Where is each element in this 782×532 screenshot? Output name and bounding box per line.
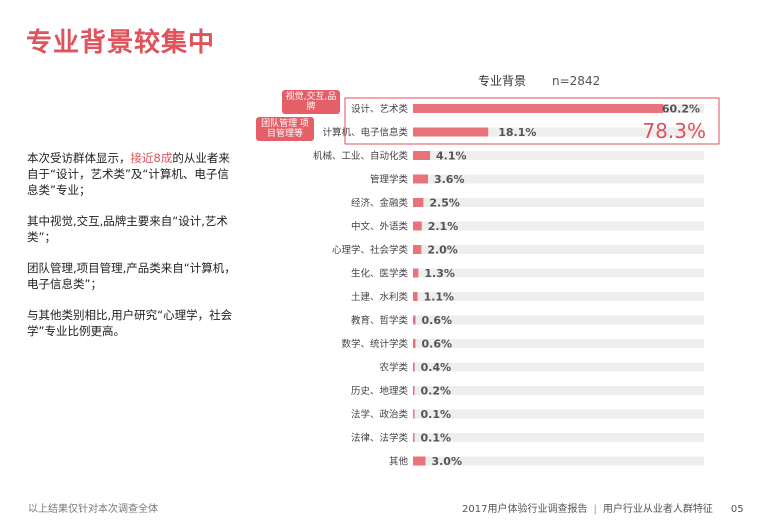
- bar: [413, 174, 428, 184]
- description-paragraph-4: 与其他类别相比,用户研究“心理学，社会学”专业比例更高。: [27, 308, 233, 338]
- bar-track: [413, 221, 704, 231]
- value-label: 4.1%: [436, 150, 467, 163]
- footer-report-title: 2017用户体验行业调查报告: [462, 504, 588, 515]
- bar: [413, 245, 422, 254]
- bar-track: [413, 409, 704, 419]
- value-label: 0.6%: [421, 338, 452, 351]
- page-title: 专业背景较集中: [26, 28, 216, 58]
- chart-header: 专业背景 n=2842: [478, 72, 600, 89]
- bar-track: [413, 292, 704, 301]
- description-paragraph-1: 本次受访群体显示，接近8成的从业者来自于“设计，艺术类”及“计算机、电子信息类”…: [27, 150, 237, 198]
- highlight-total: 78.3%: [642, 119, 706, 143]
- category-label: 经济、金融类: [351, 197, 409, 209]
- bar: [413, 198, 424, 207]
- chart-title: 专业背景: [478, 74, 527, 88]
- callout-design: 视觉,交互,品牌: [282, 90, 340, 114]
- value-label: 2.0%: [427, 244, 458, 257]
- page-number: 05: [730, 504, 744, 515]
- value-label: 0.2%: [421, 385, 452, 398]
- category-label: 教育、哲学类: [351, 315, 409, 327]
- highlight-text: 接近8成: [130, 151, 173, 165]
- description: 本次受访群体显示，接近8成的从业者来自于“设计，艺术类”及“计算机、电子信息类”…: [27, 150, 237, 354]
- category-label: 生化、医学类: [351, 268, 409, 280]
- value-label: 2.1%: [428, 220, 459, 233]
- category-label: 历史、地理类: [351, 385, 409, 397]
- bar: [413, 127, 489, 137]
- category-label: 法律、法学类: [351, 432, 409, 444]
- value-label: 1.1%: [424, 291, 455, 304]
- value-label: 0.6%: [421, 314, 452, 327]
- bar: [413, 456, 426, 466]
- value-label: 0.4%: [421, 361, 452, 374]
- sample-size: n=2842: [552, 74, 601, 88]
- value-label: 60.2%: [662, 103, 700, 116]
- value-label: 3.6%: [434, 173, 465, 186]
- category-label: 其他: [389, 456, 409, 468]
- category-label: 设计、艺术类: [351, 103, 409, 115]
- value-label: 18.1%: [498, 126, 536, 139]
- bar: [413, 362, 415, 372]
- footer-report: 2017用户体验行业调查报告 | 用户行业从业者人群特征 05: [462, 500, 744, 515]
- bar: [413, 339, 416, 348]
- bar-track: [413, 151, 704, 160]
- category-label: 管理学类: [370, 174, 409, 186]
- bar: [413, 386, 415, 395]
- bar: [413, 409, 415, 419]
- category-label: 土建、水利类: [351, 291, 409, 303]
- bar-track: [413, 174, 704, 184]
- bar: [413, 151, 431, 160]
- bar: [413, 268, 419, 278]
- bar: [413, 221, 422, 231]
- callout-computer: 团队管理 项目管理等: [256, 117, 314, 141]
- value-label: 0.1%: [421, 408, 452, 421]
- bar-track: [413, 386, 704, 395]
- bar-track: [413, 362, 704, 372]
- bar-track: [413, 245, 704, 254]
- category-label: 数学、统计学类: [341, 338, 408, 350]
- bar: [413, 104, 664, 113]
- category-label: 农学类: [379, 362, 408, 374]
- bar-track: [413, 315, 704, 325]
- bar-track: [413, 127, 704, 137]
- bar: [413, 292, 418, 301]
- bar: [413, 315, 416, 325]
- description-text: 的从业者来自于“设计，艺术类”及“计算机、电子信息类”专业；: [27, 151, 230, 197]
- footer-note: 以上结果仅针对本次调查全体: [28, 504, 158, 515]
- description-text: 本次受访群体显示，: [27, 151, 131, 165]
- value-label: 2.5%: [429, 197, 460, 210]
- value-label: 3.0%: [431, 455, 462, 468]
- category-label: 心理学、社会学类: [332, 244, 409, 256]
- footer-section: 用户行业从业者人群特征: [602, 504, 713, 515]
- category-label: 机械、工业、自动化类: [313, 150, 409, 162]
- description-paragraph-3: 团队管理,项目管理,产品类来自“计算机，电子信息类”；: [27, 261, 236, 291]
- category-label: 中文、外语类: [351, 221, 409, 233]
- footer-separator: |: [593, 504, 597, 515]
- value-label: 1.3%: [424, 267, 455, 280]
- category-label: 计算机、电子信息类: [322, 127, 408, 139]
- bar-track: [413, 339, 704, 348]
- bar-track: [413, 198, 704, 207]
- bar-track: [413, 433, 704, 442]
- category-label: 法学、政治类: [351, 409, 409, 421]
- highlight-box: [344, 97, 720, 145]
- description-paragraph-2: 其中视觉,交互,品牌主要来自“设计,艺术类”；: [27, 214, 228, 244]
- value-label: 0.1%: [421, 432, 452, 445]
- bar-track: [413, 456, 704, 466]
- bar: [413, 433, 415, 442]
- bar-track: [413, 268, 704, 278]
